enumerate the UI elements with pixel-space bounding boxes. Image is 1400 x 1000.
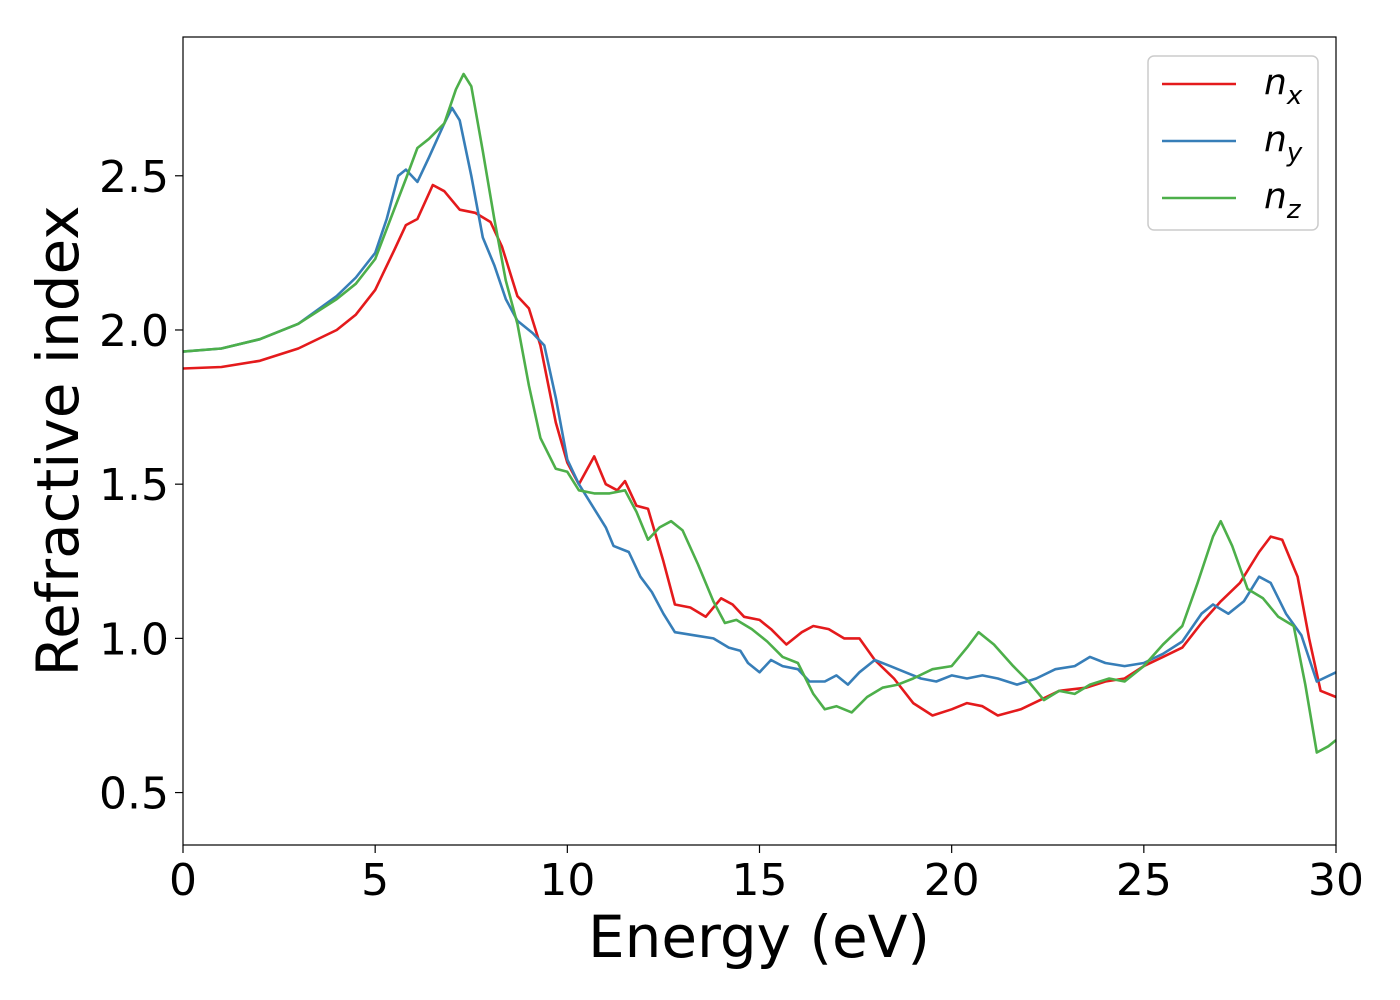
y-axis-ticks: 0.5 1.0 1.5 2.0 2.5 <box>99 152 183 820</box>
series-line-nz <box>182 72 1337 754</box>
x-axis-title: Energy (eV) <box>588 903 930 971</box>
y-tick-label: 2.0 <box>99 306 169 357</box>
x-axis-ticks: 0 5 10 15 20 25 30 <box>169 845 1364 906</box>
y-axis-title: Refractive index <box>24 205 92 676</box>
legend-label-ny: ny <box>1264 119 1303 168</box>
y-tick-label: 0.5 <box>99 769 169 820</box>
x-tick-label: 30 <box>1308 855 1364 906</box>
y-tick-label: 2.5 <box>99 152 169 203</box>
y-tick-label: 1.0 <box>99 614 169 665</box>
x-tick-label: 10 <box>539 855 595 906</box>
x-tick-label: 5 <box>361 855 389 906</box>
legend-box <box>1147 55 1319 231</box>
y-tick-label: 1.5 <box>99 460 169 511</box>
legend-label-nx: nx <box>1264 62 1303 111</box>
series-layer <box>182 72 1337 754</box>
series-line-nx <box>182 183 1337 717</box>
x-tick-label: 15 <box>732 855 788 906</box>
x-tick-label: 20 <box>924 855 980 906</box>
x-tick-label: 0 <box>169 855 197 906</box>
x-tick-label: 25 <box>1116 855 1172 906</box>
